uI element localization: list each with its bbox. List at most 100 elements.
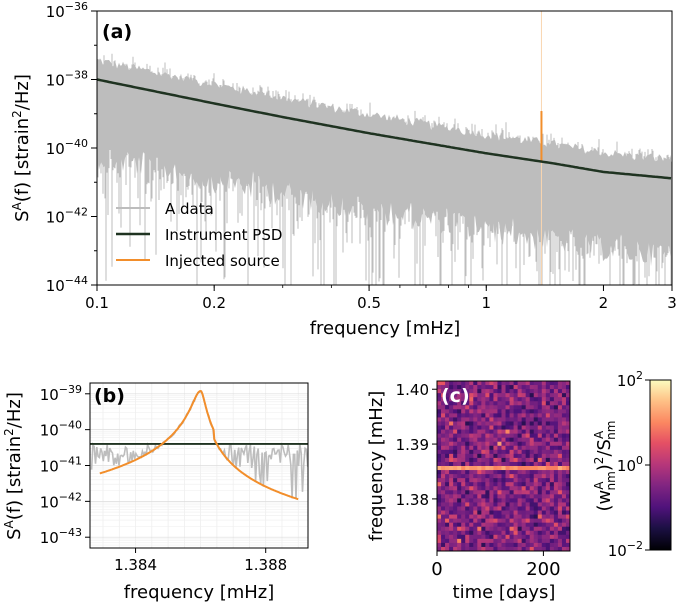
c-heatmap-cell [541, 397, 547, 402]
c-heatmap-cell [457, 506, 462, 511]
c-heatmap-cell [477, 393, 482, 398]
c-heatmap-cell [477, 470, 482, 475]
c-heatmap-cell [473, 514, 478, 520]
c-heatmap-cell [505, 413, 510, 418]
c-heatmap-cell [541, 453, 547, 459]
c-heatmap-cell [485, 466, 490, 471]
c-heatmap-cell [521, 506, 527, 511]
c-heatmap-cell [521, 514, 527, 520]
c-heatmap-cell [525, 534, 531, 540]
c-heatmap-cell [485, 498, 490, 503]
c-heatmap-cell [445, 510, 450, 515]
c-heatmap-cell [481, 385, 486, 390]
c-heatmap-cell [565, 498, 571, 503]
c-heatmap-cell [549, 546, 555, 552]
c-heatmap-cell [521, 457, 527, 463]
c-heatmap-cell [505, 409, 510, 414]
c-heatmap-cell [481, 417, 486, 422]
c-heatmap-cell [545, 518, 551, 524]
c-heatmap-cell [529, 425, 535, 430]
c-heatmap-cell [509, 421, 514, 426]
c-heatmap-cell [489, 470, 494, 475]
c-heatmap-cell [497, 534, 502, 540]
c-heatmap-cell [493, 486, 498, 491]
c-heatmap-cell [445, 530, 450, 536]
c-heatmap-cell [457, 482, 462, 487]
c-heatmap-cell [521, 546, 527, 552]
c-heatmap-cell [561, 514, 567, 520]
c-heatmap-cell [565, 474, 571, 479]
c-heatmap-cell [553, 490, 559, 495]
c-heatmap-cell [513, 445, 519, 451]
c-heatmap-cell [525, 526, 531, 532]
c-heatmap-cell [453, 534, 458, 540]
c-heatmap-cell [537, 498, 543, 503]
c-heatmap-cell [489, 445, 494, 451]
c-heatmap-cell [485, 474, 490, 479]
c-heatmap-cell [493, 542, 498, 548]
c-heatmap-cell [549, 429, 555, 435]
c-heatmap-cell [473, 530, 478, 536]
c-heatmap-cell [449, 530, 454, 536]
c-heatmap-cell [453, 490, 458, 495]
c-heatmap-cell [505, 494, 510, 499]
a-data-spikes [97, 53, 672, 285]
c-heatmap-cell [545, 514, 551, 520]
c-heatmap-cell [437, 486, 442, 491]
c-heatmap-cell [517, 393, 523, 398]
c-heatmap-cell [529, 498, 535, 503]
c-heatmap-cell [477, 518, 482, 524]
c-heatmap-cell [497, 409, 502, 414]
c-heatmap-cell [565, 385, 571, 390]
c-heatmap-cell [489, 413, 494, 418]
c-heatmap-cell [521, 510, 527, 515]
c-heatmap-cell [533, 437, 539, 443]
c-heatmap-cell [557, 534, 563, 540]
c-heatmap-cell [461, 421, 466, 426]
c-heatmap-cell [509, 413, 514, 418]
c-heatmap-cell [481, 494, 486, 499]
colorbar-axis: 10−2 100 102 [608, 369, 650, 560]
c-heatmap-cell [457, 409, 462, 414]
c-heatmap-cell [549, 494, 555, 499]
c-heatmap-cell [509, 385, 514, 390]
c-heatmap-cell [565, 482, 571, 487]
c-heatmap-cell [465, 514, 470, 520]
c-heatmap-cell [565, 457, 571, 463]
c-heatmap-cell [525, 530, 531, 536]
c-heatmap-cell [517, 482, 523, 487]
c-heatmap-cell [441, 534, 446, 540]
c-heatmap-cell [477, 522, 482, 528]
c-heatmap-cell [565, 494, 571, 499]
c-heatmap-cell [541, 417, 547, 422]
c-heatmap-cell [473, 397, 478, 402]
c-heatmap-cell [525, 494, 531, 499]
c-heatmap-cell [457, 405, 462, 410]
c-heatmap-cell [557, 457, 563, 463]
c-heatmap-cell [565, 397, 571, 402]
b-y-tick-label: 10−39 [40, 383, 82, 404]
c-heatmap-cell [541, 429, 547, 435]
c-heatmap-cell [545, 498, 551, 503]
c-heatmap-cell [537, 494, 543, 499]
c-heatmap-cell [437, 421, 442, 426]
c-heatmap-cell [565, 530, 571, 536]
c-heatmap-cell [549, 534, 555, 540]
c-heatmap-cell [565, 421, 571, 426]
c-heatmap-cell [477, 482, 482, 487]
c-heatmap-cell [469, 502, 474, 507]
c-heatmap-cell [481, 522, 486, 528]
c-heatmap-cell [517, 466, 523, 471]
c-heatmap-cell [457, 401, 462, 406]
c-heatmap-cell [561, 502, 567, 507]
c-heatmap-cell [557, 466, 563, 471]
c-heatmap-cell [445, 385, 450, 390]
c-heatmap-cell [465, 433, 470, 439]
c-heatmap-cell [481, 514, 486, 520]
c-heatmap-cell [457, 457, 462, 463]
c-heatmap-cell [529, 522, 535, 528]
c-heatmap-cell [545, 494, 551, 499]
c-heatmap-cell [553, 522, 559, 528]
c-heatmap-cell [473, 381, 478, 386]
c-y-axis-label: frequency [mHz] [366, 391, 387, 542]
